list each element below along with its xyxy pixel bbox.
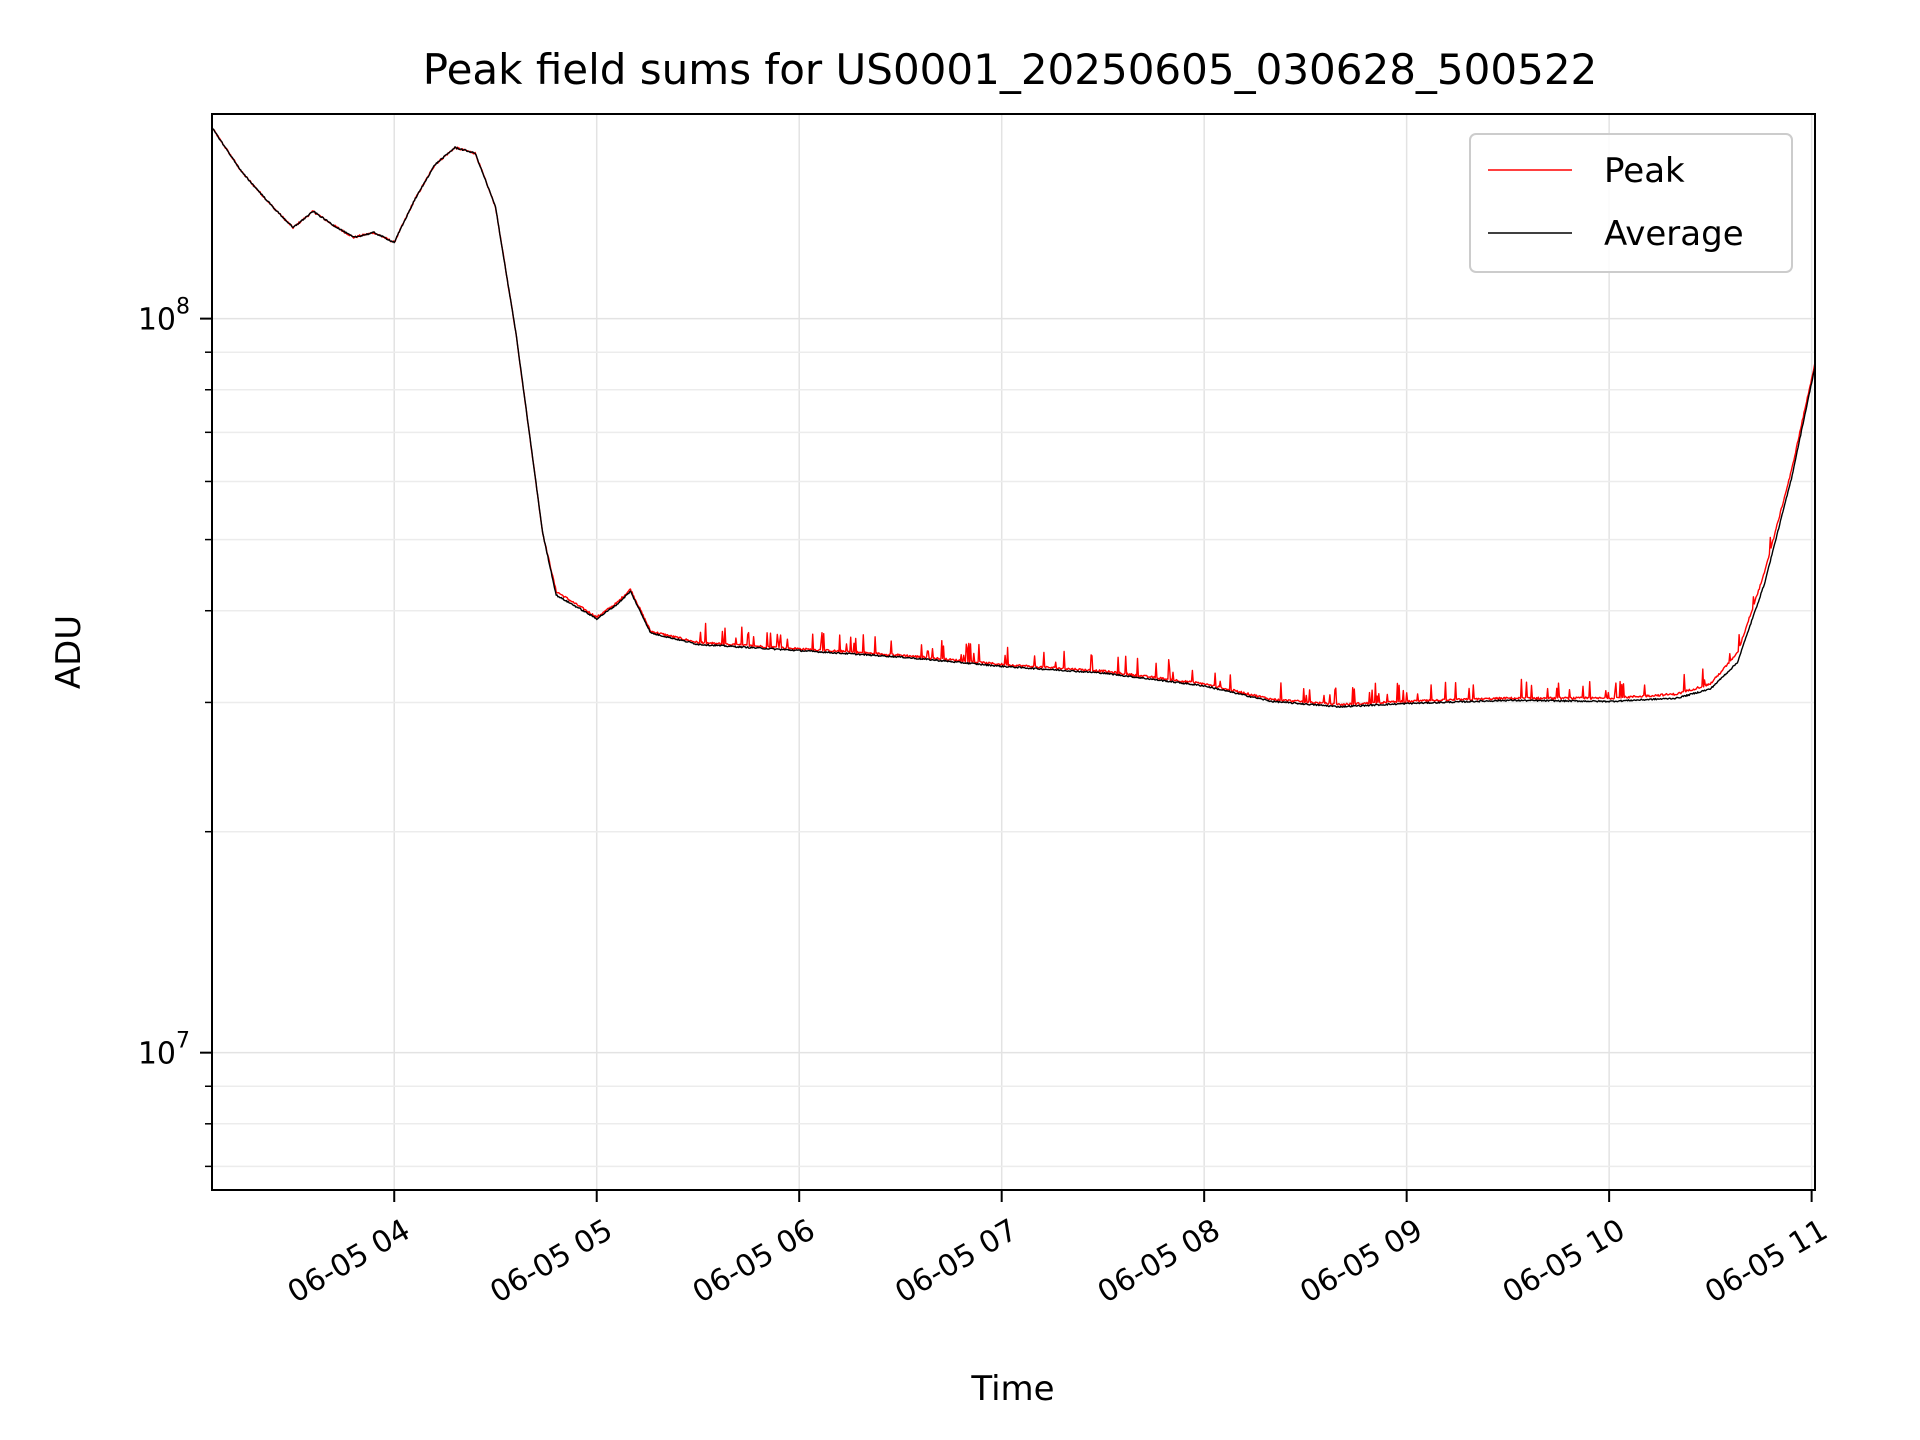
plot-frame [211,113,1816,1191]
x-axis-label: Time [970,1369,1054,1409]
grid-lines [212,114,1815,1190]
y-tick-exponent: 8 [176,295,190,320]
legend-box [1469,133,1793,273]
legend-label-peak: Peak [1604,151,1685,191]
series-line-average [211,126,1816,708]
y-tick-label: 108 [138,295,190,338]
legend: Peak Average [1469,133,1793,273]
y-tick-base: 10 [138,1037,176,1072]
y-tick-base: 10 [138,303,176,338]
legend-label-average: Average [1604,214,1744,254]
y-tick-exponent: 7 [176,1029,190,1054]
y-tick-label: 107 [138,1029,190,1072]
chart-title: Peak field sums for US0001_20250605_0306… [423,45,1598,94]
y-axis-label: ADU [49,615,89,689]
series-layer [211,126,1816,708]
plot-area [212,114,1815,1190]
